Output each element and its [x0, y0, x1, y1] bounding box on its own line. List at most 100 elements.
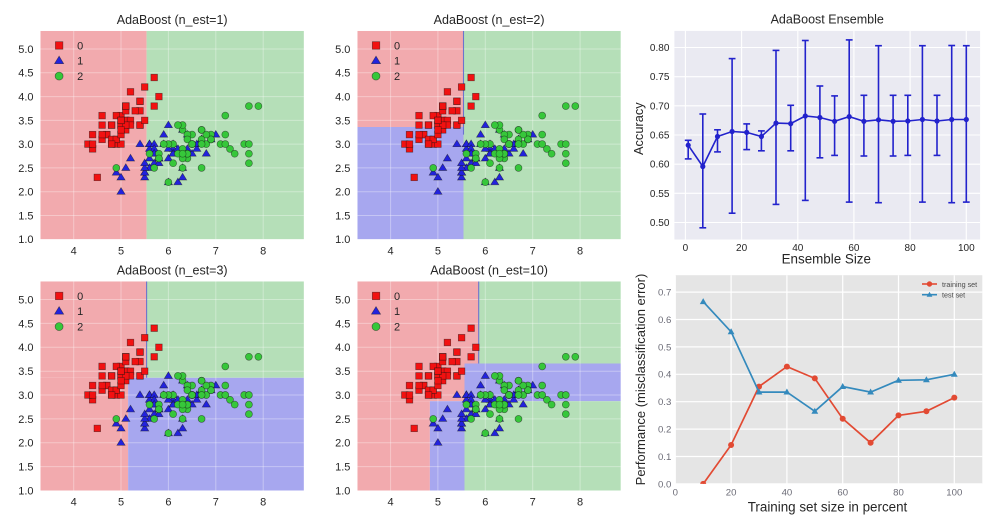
svg-text:7: 7 [213, 245, 219, 257]
svg-text:0: 0 [394, 291, 400, 303]
svg-text:4: 4 [71, 245, 77, 257]
svg-text:1: 1 [77, 306, 83, 318]
svg-text:1.5: 1.5 [18, 462, 33, 474]
svg-text:7: 7 [530, 245, 536, 257]
svg-text:2.0: 2.0 [335, 187, 350, 199]
svg-text:4.0: 4.0 [18, 92, 33, 104]
svg-text:3.5: 3.5 [335, 115, 350, 127]
svg-text:80: 80 [893, 488, 904, 499]
svg-text:0.7: 0.7 [658, 288, 671, 299]
svg-text:4.0: 4.0 [335, 342, 350, 354]
svg-text:2: 2 [77, 71, 83, 83]
svg-text:2.0: 2.0 [18, 438, 33, 450]
svg-text:3.0: 3.0 [18, 390, 33, 402]
svg-text:40: 40 [782, 488, 793, 499]
svg-text:2.5: 2.5 [18, 414, 33, 426]
svg-text:4: 4 [388, 245, 394, 257]
svg-text:8: 8 [260, 497, 266, 509]
svg-text:Training set size in percent: Training set size in percent [748, 500, 908, 515]
svg-text:5: 5 [118, 497, 124, 509]
svg-text:4: 4 [71, 497, 77, 509]
svg-text:1: 1 [77, 56, 83, 68]
svg-text:2.0: 2.0 [335, 438, 350, 450]
svg-text:AdaBoost (n_est=1): AdaBoost (n_est=1) [117, 13, 228, 27]
svg-text:Ensemble Size: Ensemble Size [782, 252, 871, 267]
svg-text:0.2: 0.2 [658, 425, 671, 436]
svg-text:4.0: 4.0 [18, 342, 33, 354]
svg-text:0.65: 0.65 [650, 131, 670, 142]
svg-text:3.5: 3.5 [335, 366, 350, 378]
svg-text:1: 1 [394, 306, 400, 318]
svg-text:4.5: 4.5 [18, 318, 33, 330]
svg-text:0.5: 0.5 [658, 342, 671, 353]
svg-text:8: 8 [260, 245, 266, 257]
svg-text:1.0: 1.0 [335, 234, 350, 246]
svg-text:2.0: 2.0 [18, 187, 33, 199]
svg-text:3.5: 3.5 [18, 366, 33, 378]
svg-text:0.75: 0.75 [650, 72, 670, 83]
svg-text:0: 0 [683, 243, 689, 254]
svg-text:4.5: 4.5 [335, 318, 350, 330]
svg-text:1.5: 1.5 [18, 210, 33, 222]
svg-text:3.0: 3.0 [18, 139, 33, 151]
svg-text:4: 4 [388, 497, 394, 509]
svg-text:4.0: 4.0 [335, 92, 350, 104]
svg-text:training set: training set [942, 280, 977, 289]
svg-text:1: 1 [394, 56, 400, 68]
svg-text:7: 7 [530, 497, 536, 509]
svg-text:2.5: 2.5 [18, 163, 33, 175]
svg-text:5.0: 5.0 [18, 44, 33, 56]
svg-text:2: 2 [394, 322, 400, 334]
svg-text:20: 20 [736, 243, 748, 254]
svg-text:6: 6 [482, 497, 488, 509]
svg-text:60: 60 [837, 488, 848, 499]
svg-text:4.5: 4.5 [335, 68, 350, 80]
svg-text:100: 100 [946, 488, 962, 499]
svg-text:1.5: 1.5 [335, 210, 350, 222]
svg-text:6: 6 [165, 245, 171, 257]
svg-text:5: 5 [118, 245, 124, 257]
svg-text:0: 0 [77, 291, 83, 303]
svg-text:60: 60 [848, 243, 860, 254]
svg-text:4.5: 4.5 [18, 68, 33, 80]
svg-text:0.80: 0.80 [650, 43, 670, 54]
svg-text:0: 0 [77, 40, 83, 52]
svg-text:test set: test set [942, 291, 965, 300]
svg-text:1.0: 1.0 [18, 485, 33, 497]
svg-text:2: 2 [77, 322, 83, 334]
svg-text:2.5: 2.5 [335, 163, 350, 175]
svg-text:AdaBoost Ensemble: AdaBoost Ensemble [771, 13, 884, 27]
svg-text:5.0: 5.0 [335, 44, 350, 56]
svg-text:0: 0 [673, 488, 678, 499]
svg-text:8: 8 [577, 497, 583, 509]
svg-text:0.1: 0.1 [658, 452, 671, 463]
svg-text:AdaBoost (n_est=10): AdaBoost (n_est=10) [430, 264, 548, 278]
svg-text:6: 6 [165, 497, 171, 509]
svg-text:AdaBoost (n_est=3): AdaBoost (n_est=3) [117, 264, 228, 278]
svg-text:3.0: 3.0 [335, 390, 350, 402]
svg-text:0.55: 0.55 [650, 189, 670, 200]
svg-text:2.5: 2.5 [335, 414, 350, 426]
svg-text:8: 8 [577, 245, 583, 257]
svg-text:20: 20 [726, 488, 737, 499]
svg-text:1.0: 1.0 [335, 485, 350, 497]
svg-text:2: 2 [394, 71, 400, 83]
svg-text:6: 6 [482, 245, 488, 257]
svg-text:0.6: 0.6 [658, 315, 671, 326]
svg-text:100: 100 [958, 243, 975, 254]
svg-text:0.4: 0.4 [658, 370, 672, 381]
svg-text:0.3: 0.3 [658, 397, 671, 408]
svg-text:1.5: 1.5 [335, 462, 350, 474]
svg-text:3.0: 3.0 [335, 139, 350, 151]
svg-text:0.50: 0.50 [650, 218, 670, 229]
svg-text:0.70: 0.70 [650, 101, 670, 112]
svg-text:40: 40 [792, 243, 804, 254]
svg-text:0.60: 0.60 [650, 160, 670, 171]
svg-text:1.0: 1.0 [18, 234, 33, 246]
svg-text:AdaBoost (n_est=2): AdaBoost (n_est=2) [434, 13, 545, 27]
svg-text:5: 5 [435, 245, 441, 257]
svg-text:5.0: 5.0 [335, 294, 350, 306]
svg-text:80: 80 [905, 243, 917, 254]
svg-text:Accuracy: Accuracy [631, 102, 646, 155]
svg-text:5.0: 5.0 [18, 294, 33, 306]
